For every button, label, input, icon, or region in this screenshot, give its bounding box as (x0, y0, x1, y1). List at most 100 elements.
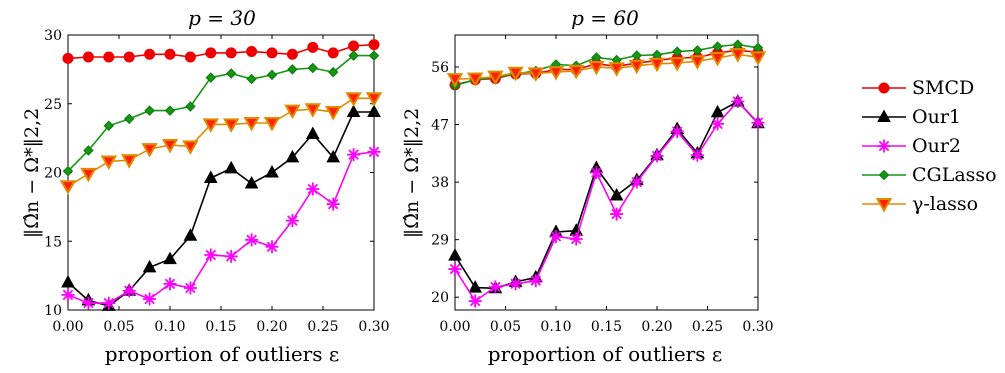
left-smcd-point (307, 41, 319, 53)
right-series-lasso (446, 48, 767, 88)
left-y-tick-label: 15 (44, 234, 62, 250)
left-y-tick-label: 30 (44, 28, 62, 44)
left-our2-point (61, 288, 75, 302)
right-lasso-point (487, 70, 504, 86)
left-our1-point (305, 126, 320, 139)
left-our2-point (143, 292, 157, 306)
left-lasso-line (67, 97, 374, 187)
right-our2-line (454, 100, 759, 303)
left-series-cglasso (62, 50, 380, 177)
left-x-tick-label: 0.15 (205, 319, 236, 335)
right-our2-point (711, 117, 725, 131)
right-lasso-point (689, 55, 706, 70)
left-cglasso-point (327, 66, 339, 78)
right-cglasso-point (692, 45, 703, 56)
right-chart-title: p = 60 (571, 6, 639, 30)
right-y-tick-label: 29 (431, 233, 449, 249)
right-lasso-point (547, 66, 565, 81)
left-smcd-point (205, 47, 217, 59)
right-y-tick-label: 38 (431, 175, 449, 191)
left-smcd-point (286, 48, 298, 60)
right-lasso-point (446, 73, 464, 88)
right-our2-point (670, 125, 684, 139)
left-series-our2 (61, 145, 381, 310)
legend-item-cglasso: CGLasso (862, 164, 997, 186)
left-our2-point (285, 214, 299, 228)
left-smcd-point (164, 48, 176, 60)
left-cglasso-point (307, 62, 319, 74)
right-x-axis-label: proportion of outliers ε (488, 342, 722, 366)
legend-label: Our1 (912, 106, 961, 128)
left-cglasso-point (185, 101, 196, 112)
right-x-tick-label: 0.30 (742, 319, 773, 335)
left-our2-point (245, 233, 259, 247)
left-our1-point (61, 274, 75, 288)
right-our2-point (589, 166, 603, 179)
left-x-axis-label: proportion of outliers ε (105, 342, 339, 366)
legend-marker (878, 169, 890, 181)
legend-item-lasso: γ-lasso (862, 193, 978, 215)
left-smcd-point (225, 47, 237, 59)
right-lasso-point (588, 60, 605, 76)
legend-item-smcd: SMCD (862, 77, 974, 99)
left-our2-point (265, 240, 279, 254)
left-our1-point (285, 149, 300, 163)
right-our1-point (448, 248, 462, 261)
left-our1-line (67, 111, 374, 307)
left-our2-point (81, 296, 95, 310)
left-our2-point (183, 281, 197, 295)
left-our1-point (183, 228, 198, 241)
right-our2-point (529, 274, 543, 288)
left-y-axis-label: ‖Ω̂n − Ω*‖2,2 (21, 108, 43, 238)
right-our1-point (468, 280, 483, 293)
right-our2-point (488, 280, 502, 294)
left-x-tick-label: 0.10 (154, 319, 185, 335)
left-series-lasso (59, 92, 383, 195)
left-our1-point (326, 149, 341, 163)
left-smcd-point (327, 47, 339, 59)
left-smcd-point (266, 47, 278, 59)
legend-item-our2: Our2 (862, 135, 961, 157)
left-our2-point (204, 248, 218, 262)
left-lasso-point (243, 117, 260, 132)
left-our1-point (203, 170, 218, 183)
left-x-tick-label: 0.00 (52, 319, 83, 335)
legend-label: CGLasso (912, 164, 997, 186)
left-our1-point (163, 251, 177, 265)
left-lasso-point (324, 106, 342, 121)
right-our2-point (650, 149, 664, 163)
left-smcd-point (348, 40, 360, 52)
right-chart-panel: 0.00 0.05 0.10 0.15 0.20 0.25 0.30 20 29 38 47 56 (431, 34, 774, 335)
right-cglasso-point (712, 41, 723, 52)
left-our1-point (224, 160, 239, 174)
right-lasso-point (749, 51, 767, 66)
left-cglasso-point (144, 105, 155, 116)
left-chart-title: p = 30 (188, 6, 256, 30)
left-smcd-point (246, 46, 258, 57)
right-lasso-point (628, 59, 646, 75)
left-our2-line (67, 151, 375, 304)
right-our1-point (609, 187, 624, 201)
left-smcd-point (144, 48, 156, 60)
right-series-our2 (448, 95, 765, 308)
left-y-tick-label: 25 (44, 97, 62, 113)
left-lasso-point (304, 103, 322, 118)
left-smcd-point (82, 51, 94, 63)
left-x-tick-label: 0.05 (103, 319, 134, 335)
right-lasso-point (648, 57, 666, 73)
left-our2-point (306, 182, 320, 196)
left-lasso-point (365, 92, 383, 107)
legend-marker (878, 82, 890, 94)
left-cglasso-point (368, 50, 380, 61)
right-our2-point (610, 207, 624, 221)
right-lasso-point (709, 52, 726, 67)
legend-marker (875, 198, 893, 213)
left-cglasso-point (225, 68, 237, 79)
right-y-tick-label: 47 (431, 118, 449, 134)
legend-item-our1: Our1 (862, 106, 961, 128)
right-our2-point (630, 175, 644, 189)
left-our2-point (347, 148, 361, 162)
left-our1-point (244, 175, 259, 189)
legend-label: Our2 (912, 135, 961, 157)
left-x-tick-label: 0.25 (307, 319, 338, 335)
